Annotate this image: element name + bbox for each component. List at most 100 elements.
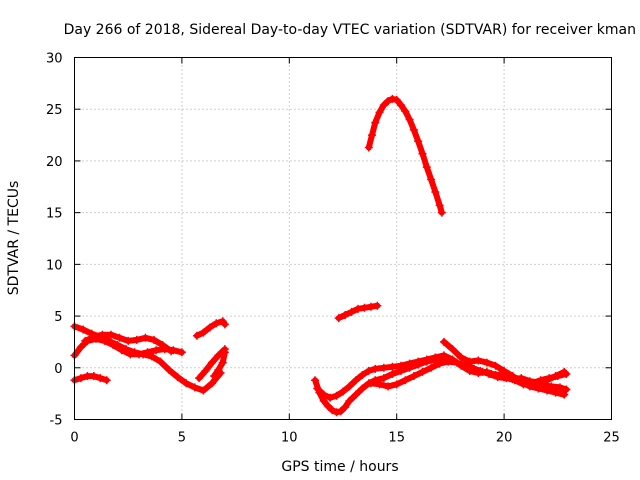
data-point — [165, 365, 174, 374]
data-point — [435, 201, 444, 210]
data-point — [220, 320, 229, 329]
data-point — [76, 374, 85, 383]
data-point — [482, 358, 491, 367]
data-point — [173, 373, 182, 382]
data-point — [364, 143, 373, 152]
y-tick-label: 5 — [54, 310, 62, 325]
x-tick-label: 25 — [603, 431, 620, 446]
data-point — [396, 101, 405, 110]
data-point — [392, 380, 401, 389]
data-point — [388, 362, 397, 371]
x-tick-label: 5 — [178, 431, 186, 446]
data-point — [107, 330, 116, 339]
series-early-e — [192, 317, 229, 340]
data-point — [199, 386, 208, 395]
data-point — [336, 407, 345, 416]
data-point — [500, 366, 509, 375]
series-trace — [193, 318, 228, 339]
data-point — [510, 376, 519, 385]
data-point — [414, 357, 423, 366]
data-point — [375, 380, 384, 389]
data-point — [158, 341, 167, 350]
series-trace — [211, 349, 228, 380]
axis-ticks: 0 5 10 15 20 25 -5 0 5 10 15 20 25 30 — [46, 52, 620, 446]
data-point — [339, 387, 347, 396]
data-point — [375, 108, 384, 117]
data-point — [117, 346, 126, 355]
data-point — [401, 376, 410, 385]
data-point — [351, 390, 360, 399]
data-point — [334, 314, 343, 323]
y-tick-label: 30 — [46, 52, 63, 67]
y-tick-label: 10 — [46, 258, 63, 273]
data-point — [437, 208, 446, 217]
data-point — [401, 107, 410, 116]
data-point — [364, 366, 373, 375]
data-point — [79, 325, 88, 334]
series-early-c — [81, 330, 176, 356]
x-tick-label: 15 — [388, 431, 405, 446]
data-point — [379, 101, 388, 110]
data-point — [214, 351, 223, 360]
data-point — [98, 330, 107, 339]
data-point — [467, 363, 476, 372]
data-point — [190, 383, 199, 392]
data-point — [392, 95, 401, 104]
plot-frame — [74, 57, 612, 420]
data-point — [218, 358, 227, 367]
data-point — [519, 380, 528, 389]
data-point — [373, 301, 382, 310]
series-late-b — [313, 353, 440, 402]
data-point — [543, 386, 552, 395]
data-point — [328, 406, 337, 415]
data-point — [319, 390, 328, 399]
data-point — [76, 343, 85, 352]
series-early-g — [210, 348, 229, 381]
data-point — [195, 374, 204, 383]
data-point — [124, 336, 133, 345]
data-point — [431, 187, 440, 196]
data-point — [341, 311, 350, 320]
data-point — [485, 369, 494, 378]
data-point — [182, 379, 191, 388]
data-point — [457, 361, 466, 370]
chart-title: Day 266 of 2018, Sidereal Day-to-day VTE… — [64, 22, 636, 38]
data-point — [167, 347, 176, 356]
data-point — [192, 331, 201, 340]
y-tick-label: -5 — [50, 414, 63, 429]
data-point — [545, 374, 554, 383]
data-point — [345, 396, 354, 405]
data-point — [109, 341, 118, 350]
data-point — [409, 125, 418, 134]
series-late-e — [439, 337, 569, 399]
data-point — [332, 408, 341, 417]
data-point — [457, 353, 466, 362]
data-point — [371, 118, 380, 127]
y-tick-label: 20 — [46, 155, 63, 170]
data-point — [553, 372, 562, 381]
series-arc-mid — [334, 301, 382, 323]
data-point — [465, 357, 474, 366]
data-point — [448, 345, 457, 354]
data-point — [367, 131, 376, 140]
data-point — [134, 350, 143, 359]
data-point — [115, 333, 124, 342]
data-point — [384, 96, 393, 105]
data-point — [360, 303, 369, 312]
data-point — [476, 366, 485, 375]
data-point — [201, 366, 210, 375]
data-point — [414, 137, 423, 146]
data-point — [102, 376, 111, 385]
data-point — [439, 351, 448, 360]
data-point — [366, 302, 375, 311]
data-point — [491, 361, 500, 370]
data-point — [205, 323, 214, 332]
data-point — [562, 385, 571, 394]
data-point — [341, 403, 350, 412]
grid — [74, 57, 612, 420]
data-point — [89, 332, 98, 341]
data-point — [323, 402, 332, 411]
x-tick-label: 10 — [281, 431, 298, 446]
data-point — [132, 335, 141, 344]
data-point — [214, 365, 223, 374]
